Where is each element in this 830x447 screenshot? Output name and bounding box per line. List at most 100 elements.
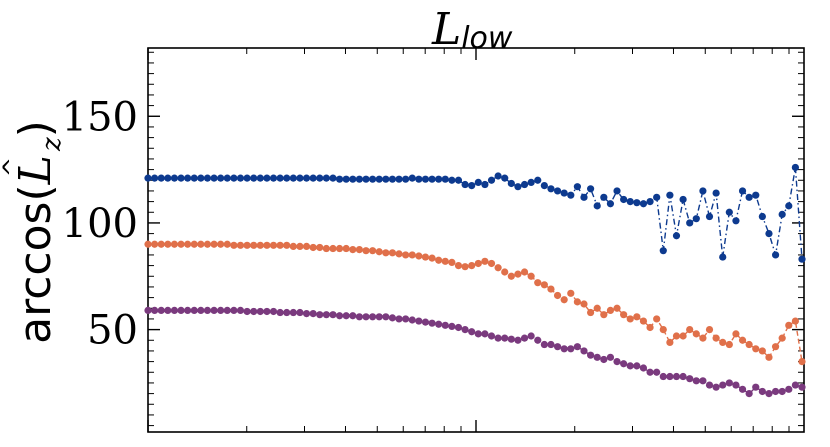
data-point xyxy=(342,244,350,253)
data-point xyxy=(151,174,159,182)
data-point xyxy=(236,241,245,249)
data-point xyxy=(705,212,714,221)
data-point xyxy=(600,355,608,364)
data-point xyxy=(435,175,443,183)
data-point xyxy=(217,306,225,314)
data-point xyxy=(646,368,654,376)
chart-title: Llow xyxy=(431,4,513,56)
data-point xyxy=(289,308,297,317)
data-point xyxy=(719,253,727,261)
data-point xyxy=(454,323,463,332)
data-point xyxy=(752,383,760,391)
data-point xyxy=(719,381,727,389)
data-point xyxy=(725,340,733,349)
data-point xyxy=(606,353,615,361)
data-point xyxy=(752,191,760,199)
data-point xyxy=(230,174,238,182)
data-point xyxy=(791,163,799,172)
data-point xyxy=(402,315,410,323)
data-point xyxy=(362,247,370,255)
data-point xyxy=(686,219,694,227)
data-point xyxy=(316,174,324,182)
data-point xyxy=(382,175,390,183)
data-point xyxy=(679,332,687,340)
data-point xyxy=(164,306,172,314)
data-point xyxy=(256,241,264,249)
data-point xyxy=(540,182,548,190)
data-point xyxy=(692,330,700,338)
data-point xyxy=(421,253,430,261)
data-point xyxy=(659,326,667,334)
data-point xyxy=(606,200,615,208)
data-point xyxy=(639,200,648,208)
data-point xyxy=(243,174,251,182)
data-point xyxy=(771,343,780,351)
data-point xyxy=(653,368,661,376)
data-point xyxy=(474,259,482,268)
data-point xyxy=(375,175,383,183)
data-point xyxy=(692,215,700,223)
data-point xyxy=(316,243,324,252)
data-point xyxy=(593,304,601,312)
data-point xyxy=(263,174,271,182)
data-point xyxy=(725,208,733,216)
data-point xyxy=(355,175,363,183)
data-point xyxy=(421,318,430,326)
data-point xyxy=(144,240,152,248)
data-point xyxy=(402,175,410,183)
data-point xyxy=(355,313,363,321)
series-1 xyxy=(144,240,806,366)
data-point xyxy=(626,315,634,323)
data-point xyxy=(289,242,297,250)
data-point xyxy=(798,358,806,366)
data-point xyxy=(296,242,304,250)
data-point xyxy=(256,174,264,182)
data-point xyxy=(276,241,284,249)
y-axis-label-var: L xyxy=(10,155,61,185)
data-point xyxy=(745,340,753,349)
data-point xyxy=(369,175,377,183)
data-point xyxy=(778,387,786,396)
data-point xyxy=(375,313,383,321)
data-series xyxy=(144,163,806,398)
data-point xyxy=(633,362,641,370)
data-point xyxy=(653,193,661,201)
data-point xyxy=(600,311,608,319)
series-2 xyxy=(144,306,806,398)
data-point xyxy=(164,174,172,182)
data-point xyxy=(203,240,212,248)
data-point xyxy=(402,251,410,259)
data-point xyxy=(210,240,218,248)
data-point xyxy=(428,175,436,183)
data-point xyxy=(335,312,344,320)
data-point xyxy=(613,358,621,366)
data-point xyxy=(778,210,786,218)
data-point xyxy=(732,217,740,225)
data-point xyxy=(243,241,251,249)
data-point xyxy=(250,241,258,249)
data-point xyxy=(217,174,225,182)
data-point xyxy=(507,335,515,343)
data-point xyxy=(553,291,562,300)
data-point xyxy=(283,174,291,182)
data-point xyxy=(573,343,581,351)
data-point xyxy=(203,306,212,314)
data-point xyxy=(342,312,350,320)
y-tick-label: 150 xyxy=(62,94,138,140)
chart-title-main: L xyxy=(431,4,461,55)
data-point xyxy=(441,257,449,265)
data-point xyxy=(758,347,766,355)
axis-ticks xyxy=(147,48,804,432)
data-point xyxy=(633,313,641,321)
data-point xyxy=(322,244,330,253)
data-point xyxy=(435,256,443,264)
data-point xyxy=(342,175,350,183)
data-point xyxy=(705,326,714,334)
data-point xyxy=(276,174,284,182)
data-point xyxy=(164,240,172,248)
data-point xyxy=(771,251,780,259)
data-point xyxy=(745,390,753,398)
data-point xyxy=(349,312,357,320)
data-point xyxy=(712,334,720,342)
